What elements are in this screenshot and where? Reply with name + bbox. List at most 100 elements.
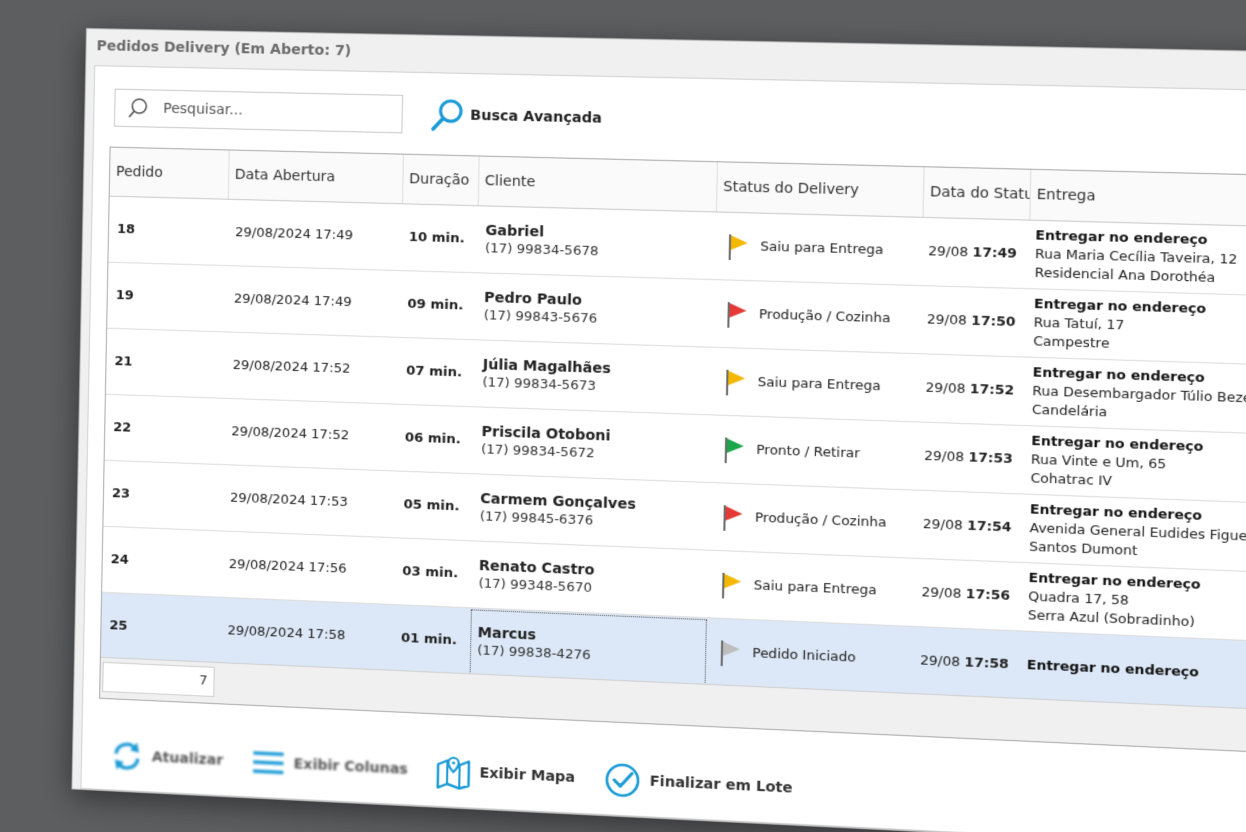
column-header-entrega[interactable]: Entrega	[1029, 169, 1246, 229]
client-cell[interactable]: Renato Castro (17) 99348-5670	[469, 540, 710, 618]
order-id: 18	[108, 196, 228, 266]
column-header-status[interactable]: Status do Delivery	[715, 162, 924, 218]
open-date: 29/08/2024 17:56	[220, 530, 396, 605]
delivery-cell: Entregar no endereço Rua Maria Cecília Ta…	[1027, 220, 1246, 298]
orders-window: Pedidos Delivery (Em Aberto: 7) Busca Av…	[71, 28, 1246, 832]
show-columns-button[interactable]: Exibir Colunas	[251, 747, 408, 785]
search-icon	[429, 96, 467, 133]
refresh-icon	[110, 738, 145, 774]
status-date: 29/08 17:58	[913, 626, 1022, 700]
status-time: 17:58	[964, 654, 1009, 673]
advanced-search-label: Busca Avançada	[470, 107, 602, 127]
advanced-search-button[interactable]: Busca Avançada	[429, 96, 602, 136]
client-cell[interactable]: Carmem Gonçalves (17) 99845-6376	[471, 473, 711, 551]
order-id: 22	[104, 394, 224, 465]
flag-icon	[719, 638, 740, 668]
client-cell[interactable]: Júlia Magalhães (17) 99834-5673	[473, 339, 714, 415]
status-cell: Saiu para Entrega	[714, 211, 923, 286]
search-icon	[128, 98, 147, 118]
status-label: Pronto / Retirar	[756, 442, 861, 462]
search-input[interactable]	[161, 99, 388, 123]
status-day: 29/08	[928, 243, 969, 261]
column-header-data-abertura[interactable]: Data Abertura	[227, 150, 403, 204]
delivery-cell: Entregar no endereço Avenida General Eudi…	[1022, 494, 1246, 575]
order-id: 21	[105, 328, 226, 399]
duration: 03 min.	[394, 537, 472, 608]
open-date: 29/08/2024 17:53	[221, 464, 397, 538]
client-cell[interactable]: Pedro Paulo (17) 99843-5676	[475, 272, 715, 348]
status-date: 29/08 17:54	[915, 490, 1024, 563]
open-date: 29/08/2024 17:58	[218, 597, 395, 672]
window-content: Busca Avançada P	[80, 65, 1246, 832]
order-id: 24	[102, 526, 222, 598]
client-cell[interactable]: Gabriel (17) 99834-5678	[476, 205, 716, 280]
check-circle-icon	[604, 761, 642, 800]
open-date: 29/08/2024 17:49	[225, 265, 401, 338]
status-label: Saiu para Entrega	[757, 374, 881, 395]
search-toolbar: Busca Avançada	[113, 88, 602, 138]
show-map-button[interactable]: Exibir Mapa	[436, 754, 575, 795]
open-date: 29/08/2024 17:49	[226, 199, 402, 271]
bottom-toolbar: Atualizar Exibir Colunas	[110, 737, 823, 808]
status-day: 29/08	[920, 653, 961, 671]
orders-table: Pedido Data Abertura Duração Cliente Sta…	[100, 147, 1246, 714]
status-date: 29/08 17:56	[914, 558, 1023, 631]
delivery-cell: Entregar no endereço Rua Desembargador Tú…	[1025, 357, 1246, 437]
status-cell: Produção / Cozinha	[709, 482, 918, 559]
client-cell[interactable]: Priscila Otoboni (17) 99834-5672	[472, 406, 712, 483]
status-day: 29/08	[924, 448, 965, 466]
client-cell[interactable]: Marcus (17) 99838-4276	[468, 607, 708, 686]
status-day: 29/08	[922, 516, 963, 534]
refresh-label: Atualizar	[151, 749, 224, 769]
grid-body: 18 29/08/2024 17:49 10 min. Gabriel (17) 998…	[100, 196, 1246, 714]
order-id: 23	[103, 460, 223, 531]
column-header-data-status[interactable]: Data do Status	[922, 167, 1031, 221]
column-header-cliente[interactable]: Cliente	[477, 156, 717, 212]
status-time: 17:52	[969, 381, 1015, 399]
batch-finish-label: Finalizar em Lote	[649, 773, 793, 797]
flag-icon	[725, 299, 747, 328]
status-date: 29/08 17:49	[921, 217, 1030, 289]
status-time: 17:49	[972, 245, 1017, 262]
flag-icon	[721, 502, 743, 532]
column-header-duracao[interactable]: Duração	[401, 154, 479, 206]
map-icon	[436, 754, 471, 790]
status-date: 29/08 17:53	[917, 421, 1026, 495]
status-label: Pedido Iniciado	[752, 645, 856, 666]
duration: 06 min.	[396, 404, 474, 474]
status-cell: Pedido Iniciado	[706, 617, 915, 695]
search-box[interactable]	[113, 88, 404, 134]
status-cell: Saiu para Entrega	[707, 550, 916, 627]
refresh-button[interactable]: Atualizar	[110, 738, 224, 778]
delivery-type: Entregar no endereço	[1026, 657, 1199, 681]
duration: 05 min.	[395, 471, 473, 541]
status-cell: Saiu para Entrega	[711, 347, 920, 422]
orders-grid: Pedido Data Abertura Duração Cliente Sta…	[99, 146, 1246, 758]
delivery-cell: Entregar no endereço Rua Vinte e Um, 65 Co…	[1023, 425, 1246, 506]
status-label: Saiu para Entrega	[753, 578, 877, 599]
status-time: 17:53	[968, 450, 1013, 468]
status-time: 17:54	[967, 518, 1012, 536]
status-date: 29/08 17:52	[918, 353, 1027, 426]
status-day: 29/08	[925, 380, 966, 398]
show-map-label: Exibir Mapa	[479, 765, 576, 787]
flag-icon	[726, 232, 748, 261]
delivery-cell: Entregar no endereço Rua Tatuí, 17 Campest…	[1026, 288, 1246, 367]
status-label: Produção / Cozinha	[754, 510, 887, 531]
status-date: 29/08 17:50	[919, 285, 1028, 358]
row-count: 7	[102, 661, 215, 698]
flag-icon	[724, 367, 746, 396]
status-time: 17:50	[971, 313, 1016, 331]
order-id: 19	[107, 262, 227, 332]
status-time: 17:56	[965, 586, 1011, 605]
batch-finish-button[interactable]: Finalizar em Lote	[604, 761, 793, 807]
open-date: 29/08/2024 17:52	[223, 331, 400, 405]
status-label: Produção / Cozinha	[758, 307, 891, 327]
status-cell: Pronto / Retirar	[710, 414, 919, 491]
duration: 10 min.	[400, 203, 478, 273]
show-columns-label: Exibir Colunas	[293, 756, 408, 778]
duration: 01 min.	[392, 604, 470, 675]
order-id: 25	[100, 592, 221, 664]
column-header-pedido[interactable]: Pedido	[109, 147, 229, 200]
